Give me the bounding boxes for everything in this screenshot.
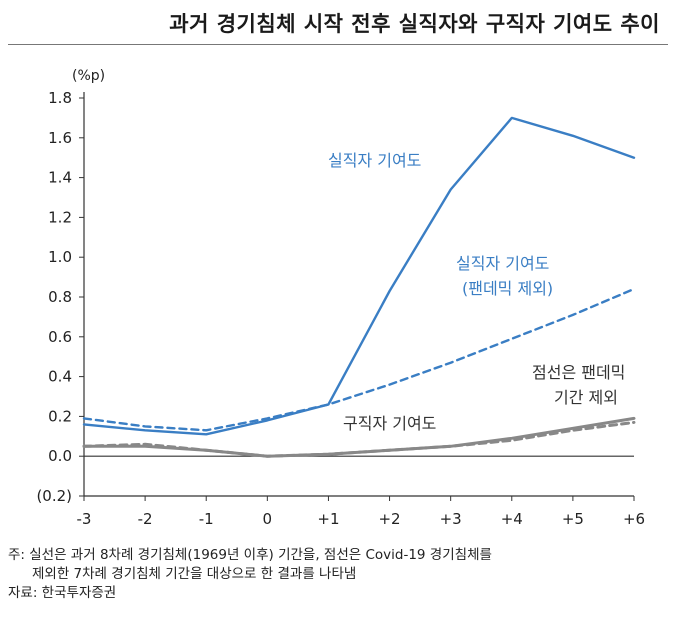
axes: (0.2) 0.0 0.2 0.4 0.6 0.8 1.0 1.2 1.4 1.6 1.8 -3 -2 -… [36,89,645,528]
y-tick-label: 0.2 [48,407,72,425]
y-tick-label: 0.8 [48,288,72,306]
x-tick-label: +6 [623,510,645,528]
title-divider [8,44,668,45]
series-line-2 [82,287,636,432]
x-tick-label: -1 [199,510,214,528]
line-chart: (%p) (0.2) 0.0 0.2 0.4 0.6 0.8 1.0 1.2 1.4 1.6 1.8… [36,68,645,528]
series-line-1 [82,116,636,436]
footnotes: 주: 실선은 과거 8차례 경기침체(1969년 이후) 기간을, 점선은 Co… [8,546,673,603]
annotation-unemployed-ex-line2: (팬데믹 제외) [462,279,553,298]
x-tick-label: +2 [378,510,400,528]
x-tick-label: +3 [440,510,462,528]
y-tick-label: 0.0 [48,447,72,465]
y-tick-label: 1.6 [48,129,72,147]
note-line-1: 주: 실선은 과거 8차례 경기침체(1969년 이후) 기간을, 점선은 Co… [8,547,492,563]
y-tick-label: 1.2 [48,208,72,226]
y-tick-label: (0.2) [36,487,72,505]
y-tick-label: 0.6 [48,328,72,346]
annotation-unemployed-ex-line1: 실직자 기여도 [456,254,549,273]
y-tick-label: 0.4 [48,368,72,386]
series-layer [82,116,636,458]
x-tick-label: +5 [562,510,584,528]
annotation-unemployed: 실직자 기여도 [328,151,421,170]
x-tick-label: 0 [263,510,273,528]
y-tick-label: 1.0 [48,248,72,266]
x-tick-label: +1 [317,510,339,528]
annotation-jobseeker: 구직자 기여도 [343,414,436,433]
x-tick-label: -2 [138,510,153,528]
chart-title: 과거 경기침체 시작 전후 실직자와 구직자 기여도 추이 [169,12,660,36]
source-line: 자료: 한국투자증권 [8,585,117,601]
y-tick-label: 1.4 [48,169,72,187]
annotations: 실직자 기여도 실직자 기여도 (팬데믹 제외) 구직자 기여도 점선은 팬데믹… [328,151,625,433]
y-tick-label: 1.8 [48,89,72,107]
annotation-dashed-note-line2: 기간 제외 [554,388,618,407]
x-tick-label: +4 [501,510,523,528]
series-line-4 [82,420,636,458]
annotation-dashed-note-line1: 점선은 팬데믹 [532,363,625,382]
x-tick-label: -3 [77,510,92,528]
note-line-2: 제외한 7차례 경기침체 기간을 대상으로 한 결과를 나타냄 [32,566,357,582]
y-unit-label: (%p) [72,68,105,84]
